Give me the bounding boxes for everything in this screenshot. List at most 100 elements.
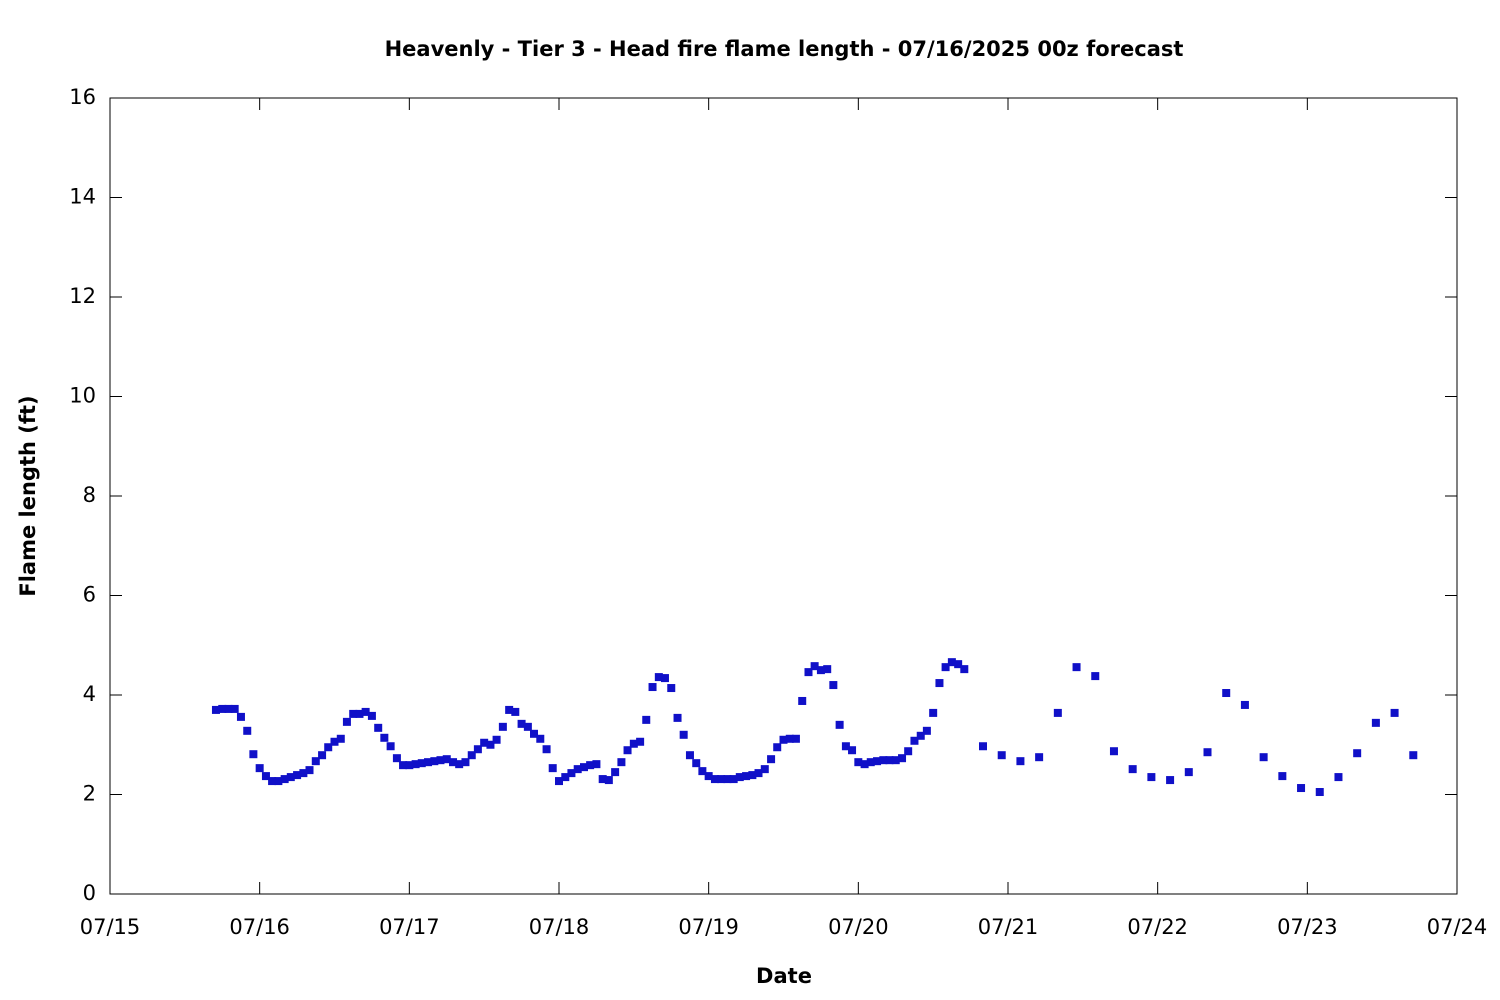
point [417,759,426,768]
point [629,739,638,748]
point [548,764,557,773]
point [785,734,794,743]
point [280,775,289,784]
chart-title: Heavenly - Tier 3 - Head fire flame leng… [385,37,1184,61]
point [336,734,345,743]
point [910,736,919,745]
point [673,713,682,722]
point [361,707,370,716]
point [685,751,694,760]
point [1297,784,1306,793]
point [954,660,963,669]
x-tick-label: 07/24 [1427,915,1488,939]
point [424,758,433,767]
point [1390,708,1399,717]
point [1409,751,1418,760]
point [1353,749,1362,758]
point [735,773,744,782]
x-tick-label: 07/15 [80,915,141,939]
point [430,757,439,766]
point [486,740,495,749]
point [767,755,776,764]
point [305,766,314,775]
point [648,683,657,692]
point [660,674,669,683]
point [841,742,850,751]
point [411,760,420,769]
point [598,775,607,784]
point [760,765,769,774]
point [1184,768,1193,777]
y-tick-label: 6 [83,583,96,607]
point [1147,773,1156,782]
point [1203,748,1212,757]
point [791,734,800,743]
point [810,662,819,671]
point [249,750,258,759]
point [505,705,514,714]
point [455,760,464,769]
point [442,755,451,764]
point [848,746,857,755]
point [286,773,295,782]
point [498,722,507,731]
point [530,729,539,738]
point [710,775,719,784]
point [717,775,726,784]
point [293,771,302,780]
point [704,772,713,781]
point [723,775,732,784]
point [929,708,938,717]
point [779,735,788,744]
point [1240,700,1249,709]
point [773,743,782,752]
point [586,761,595,770]
point [654,673,663,682]
point [1222,689,1231,698]
point [898,754,907,763]
point [935,679,944,688]
point [374,723,383,732]
point [392,754,401,763]
point [211,705,220,714]
x-tick-label: 07/19 [678,915,739,939]
point [318,751,327,760]
point [461,758,470,767]
point [979,742,988,751]
point [355,709,364,718]
point [311,757,320,766]
point [916,731,925,740]
point [349,709,358,718]
point [636,737,645,746]
point [236,712,245,721]
point [692,759,701,768]
x-tick-label: 07/21 [978,915,1039,939]
x-axis-label: Date [756,964,812,988]
point [623,746,632,755]
point [480,738,489,747]
point [367,711,376,720]
x-tick-label: 07/16 [229,915,290,939]
point [261,772,270,781]
point [579,763,588,772]
point [879,756,888,765]
point [467,751,476,760]
point [324,743,333,752]
x-tick-label: 07/17 [379,915,440,939]
point [1035,753,1044,762]
x-tick-label: 07/20 [828,915,889,939]
point [960,665,969,674]
point [997,751,1006,760]
point [492,735,501,744]
point [386,742,395,751]
point [224,704,233,713]
y-tick-label: 8 [83,483,96,507]
y-tick-label: 14 [69,185,96,209]
point [299,769,308,778]
point [592,760,601,769]
point [274,777,283,786]
point [860,760,869,769]
point [891,756,900,765]
point [1016,757,1025,766]
point [330,737,339,746]
